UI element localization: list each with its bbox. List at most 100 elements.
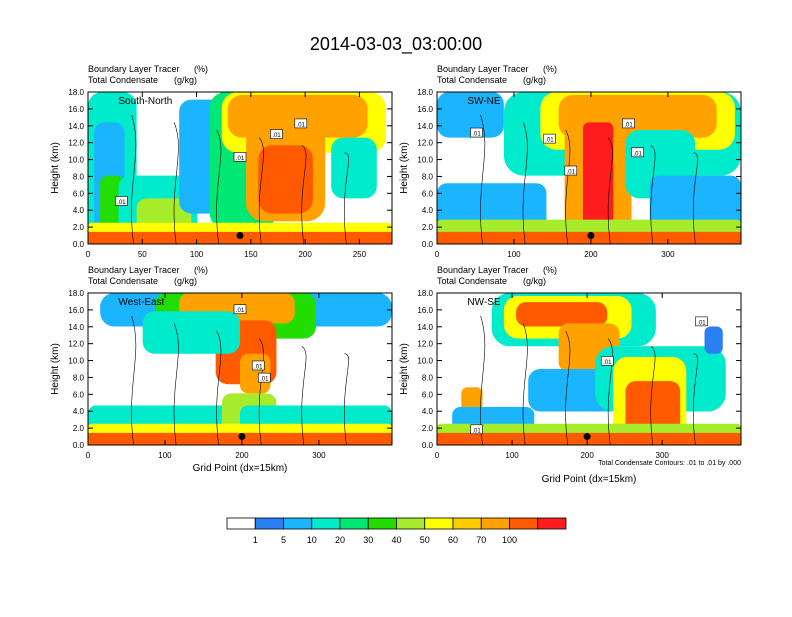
condensate-contour	[258, 137, 264, 244]
condensate-contour	[692, 152, 698, 244]
contour-label-box	[233, 304, 247, 315]
y-tick-label: 4.0	[422, 407, 434, 416]
contour-label: .01	[272, 133, 281, 139]
condensate-contour	[301, 345, 307, 445]
x-tick-label: 0	[435, 451, 440, 460]
field-region	[516, 302, 608, 327]
y-tick-label: 4.0	[73, 206, 85, 215]
colorbar-label: 100	[502, 535, 517, 545]
contour-label: .01	[603, 360, 612, 366]
condensate-contour	[522, 122, 528, 244]
y-axis-label: Height (km)	[399, 142, 410, 194]
contour-label-box	[258, 372, 271, 383]
subtitle-tracer: Boundary Layer Tracer	[437, 64, 529, 74]
contour-label: .01	[545, 138, 554, 144]
y-axis-label: Height (km)	[50, 343, 61, 395]
y-tick-label: 18.0	[68, 88, 84, 97]
x-tick-label: 100	[158, 451, 172, 460]
colorbar-swatch	[424, 517, 454, 530]
contour-label: .01	[472, 428, 481, 434]
contour-label-box	[270, 129, 283, 139]
contour-label: .01	[472, 132, 481, 138]
condensate-contour	[343, 152, 349, 244]
y-tick-label: 8.0	[422, 373, 434, 382]
subtitle-condensate-unit: (g/kg)	[174, 75, 197, 85]
colorbar-label: 50	[420, 535, 430, 545]
condensate-contour	[131, 315, 137, 445]
y-tick-label: 0.0	[422, 441, 434, 450]
y-tick-label: 14.0	[417, 323, 433, 332]
condensate-contour	[343, 353, 349, 445]
contour-label-box	[251, 360, 265, 371]
colorbar: 1 5 10 20 30 40 50 60 70 100	[226, 517, 567, 545]
x-tick-label: 250	[353, 250, 367, 259]
condensate-contour	[131, 114, 137, 244]
colorbar-label: 40	[391, 535, 401, 545]
colorbar-label: 60	[448, 535, 458, 545]
field-region	[258, 145, 313, 214]
field-region	[142, 311, 240, 354]
tracer-field: .01 .01 .01 .01	[88, 92, 392, 244]
subtitle-condensate-unit: (g/kg)	[174, 276, 197, 286]
contour-label: .01	[624, 122, 633, 128]
condensate-contour	[216, 330, 222, 445]
location-marker	[238, 433, 246, 441]
contour-label-box	[470, 424, 483, 435]
condensate-contour	[522, 323, 528, 445]
y-tick-label: 16.0	[68, 306, 84, 315]
x-axis-label: Grid Point (dx=15km)	[193, 463, 288, 474]
x-tick-label: 200	[580, 451, 594, 460]
colorbar-swatch	[226, 517, 256, 530]
contour-label-box	[695, 316, 708, 327]
condensate-contour	[173, 323, 179, 445]
contour-label-box	[622, 118, 635, 129]
x-axis-label: Grid Point (dx=15km)	[542, 474, 637, 485]
subtitle-condensate: Total Condensate	[437, 75, 507, 85]
x-tick-label: 200	[298, 250, 312, 259]
x-tick-label: 0	[86, 451, 91, 460]
colorbar-label: 30	[363, 535, 373, 545]
tracer-field: .01 .01 .01	[437, 293, 741, 445]
y-tick-label: 8.0	[73, 373, 85, 382]
contour-label: .01	[567, 170, 576, 176]
contour-label: .01	[236, 308, 245, 314]
colorbar-swatch	[339, 517, 369, 530]
x-tick-label: 100	[505, 451, 519, 460]
colorbar-label: 1	[253, 535, 258, 545]
contour-label: .01	[260, 377, 269, 383]
colorbar-label: 5	[281, 535, 286, 545]
y-tick-label: 0.0	[422, 240, 434, 249]
contour-label-box	[115, 196, 128, 206]
subtitle-tracer: Boundary Layer Tracer	[437, 265, 529, 275]
panel-south-north: Boundary Layer Tracer (%) Total Condensate…	[50, 64, 393, 259]
field-region	[582, 122, 614, 244]
y-tick-label: 12.0	[417, 340, 433, 349]
y-tick-label: 2.0	[73, 424, 85, 433]
location-marker	[587, 232, 595, 240]
subtitle-condensate-unit: (g/kg)	[523, 276, 546, 286]
contour-label-box	[631, 147, 644, 158]
y-tick-label: 0.0	[73, 441, 85, 450]
y-tick-label: 14.0	[417, 122, 433, 131]
colorbar-label: 20	[335, 535, 345, 545]
plot-frame	[87, 91, 393, 245]
y-tick-label: 12.0	[68, 340, 84, 349]
colorbar-swatch	[311, 517, 341, 530]
contour-label: .01	[117, 200, 126, 206]
y-tick-label: 0.0	[73, 240, 85, 249]
y-tick-label: 18.0	[68, 289, 84, 298]
subtitle-condensate-unit: (g/kg)	[523, 75, 546, 85]
x-tick-label: 300	[661, 250, 675, 259]
x-tick-label: 100	[190, 250, 204, 259]
plot-frame	[436, 91, 742, 245]
colorbar-label: 10	[307, 535, 317, 545]
condensate-contour	[607, 338, 613, 445]
colorbar-label: 70	[476, 535, 486, 545]
y-tick-label: 4.0	[73, 407, 85, 416]
y-tick-label: 2.0	[422, 223, 434, 232]
field-region	[331, 137, 377, 199]
condensate-contour	[692, 353, 698, 445]
field-region	[704, 326, 723, 354]
colorbar-swatch	[509, 517, 539, 530]
